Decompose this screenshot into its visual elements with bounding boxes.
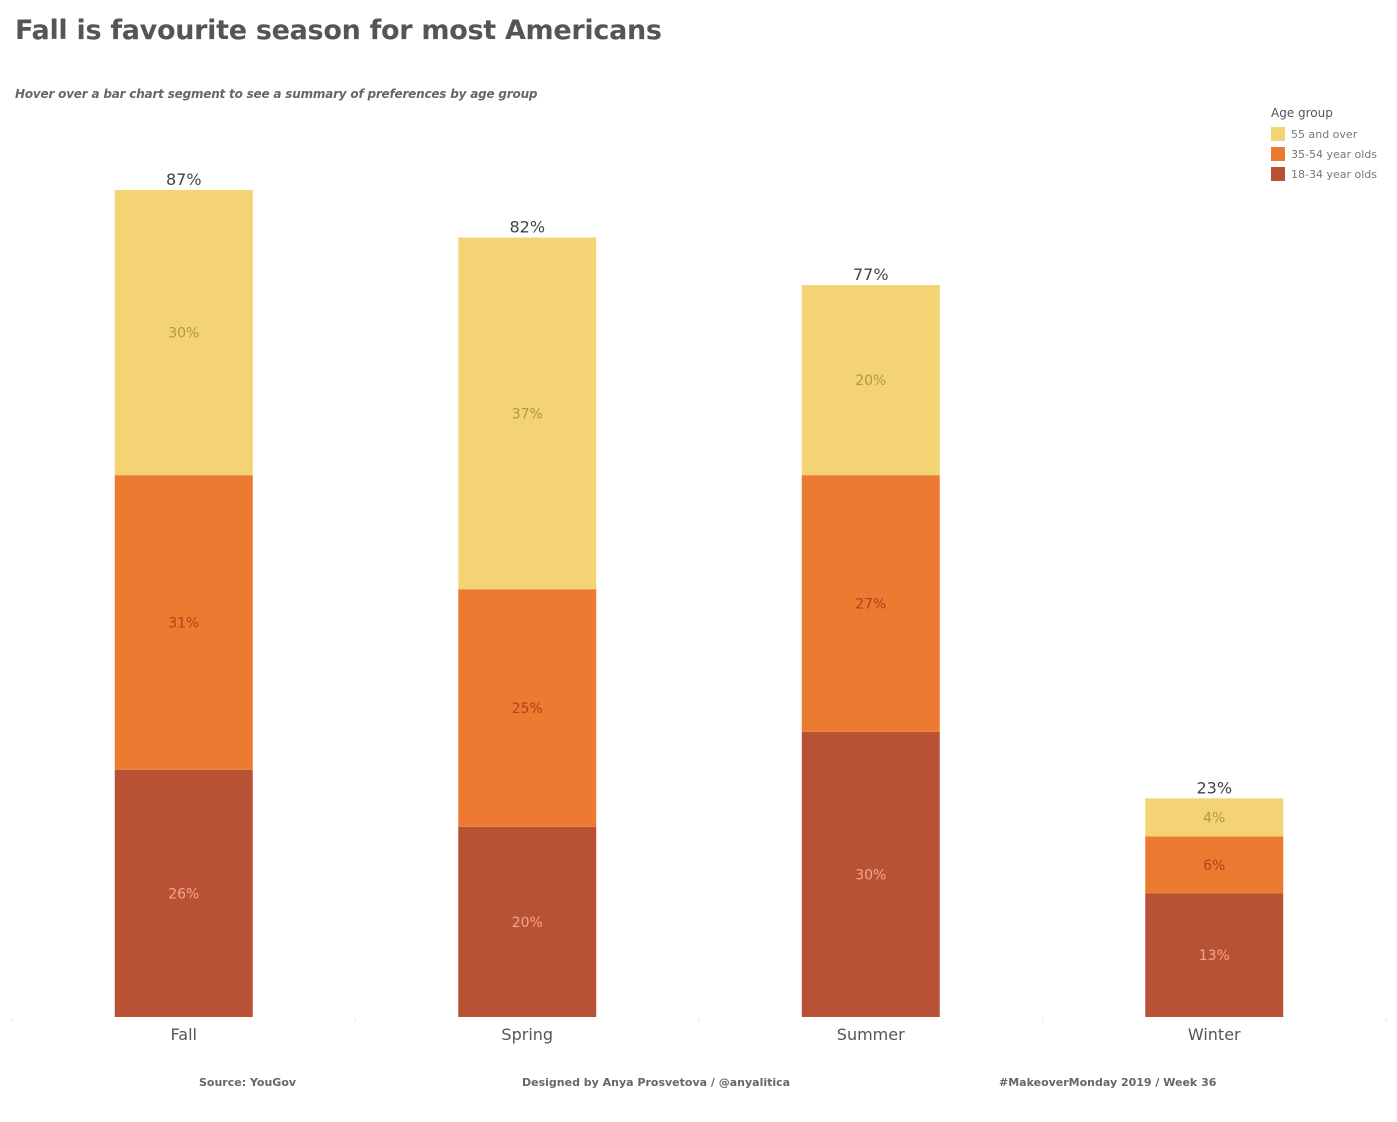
legend-item-18-34[interactable]: 18-34 year olds: [1271, 164, 1377, 184]
segment-label: 37%: [512, 406, 543, 422]
segment-label: 30%: [168, 326, 199, 342]
segment-label: 4%: [1203, 810, 1225, 826]
legend-swatch: [1271, 147, 1285, 161]
total-label: 87%: [166, 170, 202, 189]
segment-label: 20%: [512, 915, 543, 931]
bar-segment[interactable]: [801, 285, 940, 476]
page-title: Fall is favourite season for most Americ…: [15, 15, 662, 46]
segment-label: 31%: [168, 616, 199, 632]
total-label: 23%: [1196, 778, 1232, 797]
bar-segment[interactable]: [1145, 798, 1284, 837]
x-tick-label: Fall: [171, 1025, 197, 1044]
legend-item-55-plus[interactable]: 55 and over: [1271, 124, 1377, 144]
bar-segment[interactable]: [801, 731, 940, 1017]
legend-label: 18-34 year olds: [1291, 167, 1377, 181]
bar-segment[interactable]: [458, 237, 597, 590]
bar-segment[interactable]: [114, 769, 253, 1017]
bar-segment[interactable]: [1145, 893, 1284, 1017]
segment-label: 26%: [168, 886, 199, 902]
bar-segment[interactable]: [1145, 836, 1284, 894]
segment-label: 30%: [855, 867, 886, 883]
legend-label: 35-54 year olds: [1291, 147, 1377, 161]
legend-swatch: [1271, 127, 1285, 141]
segment-label: 25%: [512, 701, 543, 717]
legend-label: 55 and over: [1291, 127, 1358, 141]
segment-label: 13%: [1199, 948, 1230, 964]
bar-segment[interactable]: [114, 190, 253, 476]
legend: Age group 55 and over 35-54 year olds 18…: [1271, 106, 1377, 184]
legend-item-35-54[interactable]: 35-54 year olds: [1271, 144, 1377, 164]
legend-swatch: [1271, 167, 1285, 181]
bar-segment[interactable]: [801, 475, 940, 732]
x-tick-label: Spring: [501, 1025, 553, 1044]
segment-label: 6%: [1203, 858, 1225, 874]
bar-segment[interactable]: [458, 589, 597, 827]
bar-segment[interactable]: [458, 826, 597, 1017]
total-label: 77%: [853, 265, 889, 284]
footer-tag: #MakeoverMonday 2019 / Week 36: [999, 1076, 1217, 1089]
bar-segment[interactable]: [114, 475, 253, 770]
footer-source: Source: YouGov: [199, 1076, 297, 1089]
x-tick-label: Winter: [1188, 1025, 1241, 1044]
total-label: 82%: [509, 218, 545, 237]
page-subtitle: Hover over a bar chart segment to see a …: [15, 87, 538, 101]
segment-label: 27%: [855, 597, 886, 613]
segment-label: 20%: [855, 373, 886, 389]
legend-title: Age group: [1271, 106, 1333, 120]
x-tick-label: Summer: [837, 1025, 905, 1044]
footer-credit: Designed by Anya Prosvetova / @anyalitic…: [522, 1076, 791, 1089]
